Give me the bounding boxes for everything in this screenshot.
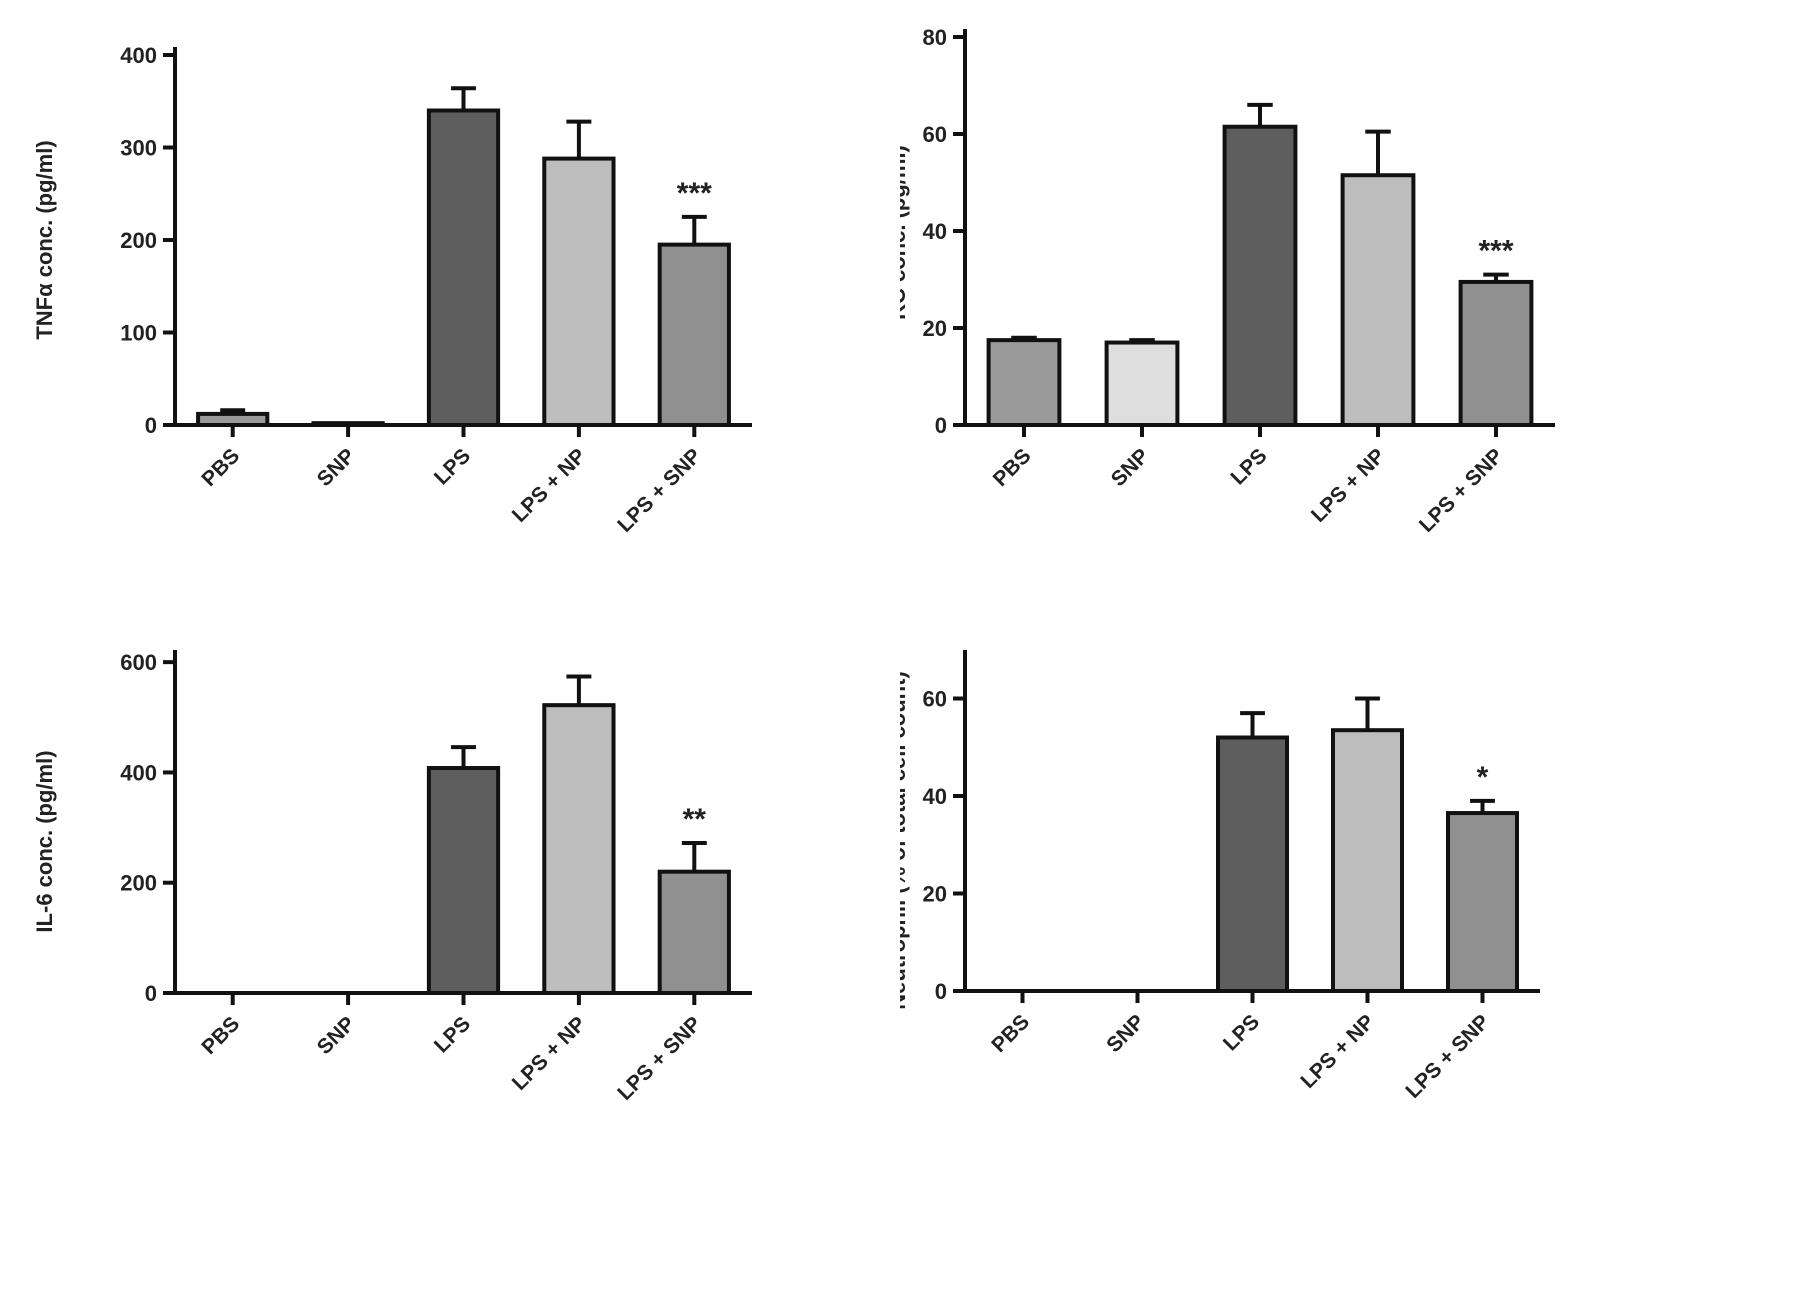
chart-neutrophil: 020406080Neutrophil (% of total cell cou…	[885, 589, 1800, 1309]
x-tick-label: LPS	[430, 1012, 475, 1057]
bar	[986, 338, 1062, 427]
x-tick-label: LPS	[1219, 1010, 1264, 1055]
y-tick-label: 60	[923, 122, 947, 147]
significance-label: ***	[1478, 235, 1513, 268]
chart-svg: 0 200 400 600 IL-6 conc. (pg/ml) PBS SNP LPS LPS…	[32, 637, 752, 1105]
y-tick-label: 600	[120, 650, 157, 675]
significance-label: *	[1477, 761, 1489, 794]
y-tick-label: 0	[935, 413, 947, 438]
x-tick-label: SNP	[1107, 444, 1154, 491]
y-axis-label: TNFα conc. (pg/ml)	[32, 140, 57, 339]
x-tick-label: LPS + SNP	[613, 444, 706, 537]
bar	[542, 156, 616, 427]
x-tick-label: LPS + NP	[1296, 1010, 1379, 1093]
x-tick-label: PBS	[987, 1010, 1034, 1057]
y-tick-label: 20	[923, 316, 947, 341]
bar	[1446, 811, 1519, 993]
x-tick-label: LPS + SNP	[1401, 1010, 1494, 1103]
y-axis-label: Neutrophil (% of total cell count)	[900, 671, 910, 1010]
y-tick-label: 0	[145, 981, 157, 1006]
y-axis-label: KC conc. (pg/ml)	[900, 145, 910, 320]
chart-svg: 0 20 40 60 80 KC conc. (pg/ml) PBS SNP LPS LPS + …	[885, 25, 1555, 537]
y-tick-label: 80	[923, 25, 947, 50]
y-tick-label: 0	[145, 413, 157, 438]
x-tick-label: PBS	[197, 444, 244, 491]
bar	[1458, 279, 1534, 427]
y-tick-label: 40	[923, 784, 947, 809]
bar	[426, 766, 501, 996]
y-tick-label: 400	[120, 43, 157, 68]
y-tick-label: 100	[120, 321, 157, 346]
y-tick-label: 300	[120, 136, 157, 161]
bar	[657, 869, 731, 995]
y-tick-label: 40	[923, 219, 947, 244]
x-tick-label: LPS + NP	[508, 444, 591, 527]
x-tick-label: LPS	[1226, 444, 1271, 489]
bar	[1331, 728, 1404, 993]
y-axis-label: IL-6 conc. (pg/ml)	[32, 750, 57, 932]
bar	[196, 411, 270, 427]
chart-svg: 0 100 200 300 400 TNFα conc. (pg/ml) PBS SNP LPS…	[32, 43, 752, 537]
x-tick-label: SNP	[313, 1012, 360, 1059]
x-tick-label: LPS + NP	[1307, 444, 1390, 527]
x-tick-label: LPS + NP	[508, 1012, 591, 1095]
bar	[657, 242, 731, 427]
x-tick-label: LPS + SNP	[613, 1012, 706, 1105]
x-tick-label: LPS	[430, 444, 475, 489]
x-tick-label: PBS	[197, 1012, 244, 1059]
x-tick-label: SNP	[313, 444, 360, 491]
bar	[1222, 124, 1298, 427]
significance-label: **	[683, 803, 707, 836]
chart-il6: 0 200 400 600 IL-6 conc. (pg/ml) PBS SNP LPS LPS…	[0, 637, 900, 1309]
bar	[542, 703, 616, 995]
x-tick-label: PBS	[989, 444, 1036, 491]
y-tick-label: 60	[923, 687, 947, 712]
y-tick-label: 0	[935, 979, 947, 1004]
chart-svg: 020406080Neutrophil (% of total cell cou…	[885, 589, 1540, 1103]
x-tick-label: SNP	[1102, 1010, 1149, 1057]
y-tick-label: 400	[120, 760, 157, 785]
chart-kc: 0 20 40 60 80 KC conc. (pg/ml) PBS SNP LPS LPS + …	[885, 0, 1800, 650]
y-tick-label: 200	[120, 871, 157, 896]
bar	[426, 108, 501, 427]
bar	[1104, 340, 1180, 427]
x-tick-label: LPS + SNP	[1415, 444, 1508, 537]
significance-label: ***	[677, 177, 712, 210]
bar	[311, 421, 385, 427]
bar	[1340, 173, 1416, 427]
chart-tnf-alpha: 0 100 200 300 400 TNFα conc. (pg/ml) PBS SNP LPS…	[0, 0, 900, 650]
y-tick-label: 20	[923, 882, 947, 907]
bar	[1216, 735, 1289, 993]
y-tick-label: 200	[120, 228, 157, 253]
